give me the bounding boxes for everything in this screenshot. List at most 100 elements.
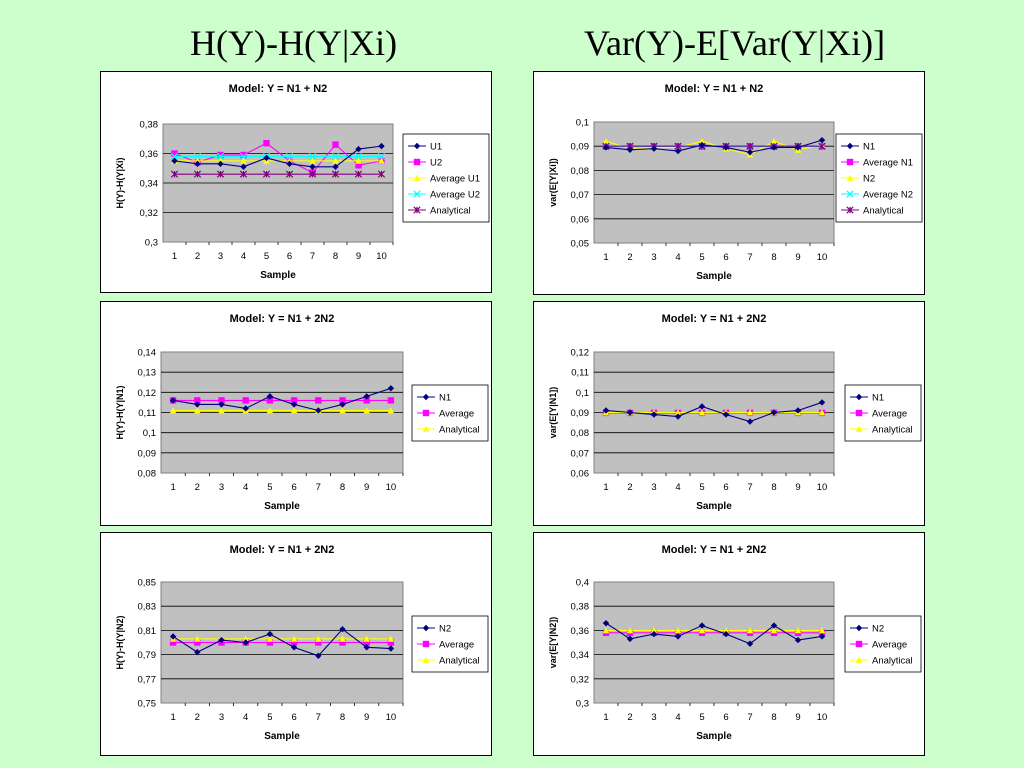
data-point — [266, 397, 274, 404]
y-tick-label: 0,09 — [138, 448, 157, 459]
data-point — [339, 635, 346, 642]
x-tick-label: 2 — [195, 712, 200, 723]
series-analytical — [170, 170, 386, 178]
legend-marker — [846, 142, 854, 150]
x-tick-label: 4 — [675, 712, 680, 723]
data-point — [315, 397, 322, 404]
x-tick-label: 6 — [287, 251, 292, 262]
data-point — [266, 393, 274, 400]
chart-title: Model: Y = N1 + N2 — [665, 83, 764, 95]
y-axis-label: H(Y)-H(Y|Xi) — [115, 157, 125, 208]
heading-variance: Var(Y)-E[Var(Y|Xi)] — [584, 23, 886, 63]
legend-label: Analytical — [872, 425, 913, 436]
legend-label: N2 — [439, 624, 451, 635]
data-point — [315, 635, 322, 642]
series-line — [605, 622, 823, 645]
data-point — [242, 405, 249, 412]
legend-marker — [422, 640, 430, 648]
chart-svg: Model: Y = N1 + 2N2 0,08 0,09 0,1 0,11 0,12 0,… — [115, 313, 489, 512]
y-axis-label: var(E[Y|N2]) — [548, 617, 558, 669]
data-point — [722, 630, 730, 638]
x-tick-label: 2 — [627, 482, 632, 493]
data-point — [770, 627, 778, 634]
data-point — [194, 160, 201, 168]
data-point — [193, 152, 202, 161]
data-point — [650, 411, 658, 418]
x-tick-label: 4 — [675, 482, 680, 493]
data-point — [266, 639, 274, 646]
data-point — [770, 409, 778, 416]
x-axis-label: Sample — [696, 501, 732, 512]
x-tick-label: 7 — [747, 712, 752, 723]
y-tick-label: 0,12 — [138, 388, 157, 399]
data-point — [169, 407, 177, 414]
x-tick-label: 3 — [651, 712, 656, 723]
data-point — [242, 635, 249, 642]
chart-svg: Model: Y = N1 + N2 0,3 0,32 0,34 0,36 0,38 1 2 3… — [115, 83, 490, 281]
data-point — [674, 147, 682, 155]
legend-marker — [422, 624, 430, 632]
data-point — [387, 639, 395, 646]
data-point — [794, 636, 802, 644]
legend-marker — [413, 174, 421, 181]
x-tick-label: 10 — [386, 712, 397, 723]
data-point — [746, 149, 754, 156]
legend-marker — [422, 656, 430, 663]
legend-label: Average U1 — [430, 174, 480, 185]
chart-panel-1: Model: Y = N1 + N2 0,3 0,32 0,34 0,36 0,38 1 2 3… — [100, 71, 492, 293]
x-tick-label: 1 — [172, 251, 177, 262]
data-point — [290, 639, 298, 646]
x-tick-label: 8 — [333, 251, 338, 262]
chart-title: Model: Y = N1 + 2N2 — [230, 544, 335, 556]
y-axis-label: H(Y)-H(Y|N2) — [115, 615, 125, 669]
x-axis-label: Sample — [696, 271, 732, 282]
y-tick-label: 0,4 — [576, 578, 589, 589]
y-tick-label: 0,07 — [571, 448, 590, 459]
legend-marker — [855, 640, 863, 648]
x-tick-label: 6 — [291, 482, 296, 493]
data-point — [794, 627, 802, 634]
legend-label: Average — [439, 640, 474, 651]
y-tick-label: 0,83 — [138, 602, 157, 613]
data-point — [746, 640, 754, 647]
data-point — [770, 144, 778, 151]
data-point — [387, 385, 395, 392]
data-point — [722, 144, 730, 151]
data-point — [309, 157, 316, 164]
x-tick-label: 5 — [264, 251, 269, 262]
data-point — [363, 635, 370, 642]
legend-label: N1 — [872, 393, 884, 404]
data-point — [218, 407, 225, 414]
legend: N1 Average Analytical — [844, 384, 922, 442]
x-tick-label: 9 — [795, 252, 800, 263]
x-tick-label: 6 — [723, 482, 728, 493]
legend-label: Analytical — [872, 656, 913, 667]
x-tick-label: 9 — [364, 712, 369, 723]
x-tick-label: 7 — [316, 712, 321, 723]
data-point — [263, 139, 270, 147]
y-tick-label: 0,75 — [138, 699, 157, 710]
legend-label: Analytical — [863, 206, 904, 217]
x-tick-label: 2 — [627, 252, 632, 263]
data-point — [770, 622, 778, 629]
data-point — [602, 627, 610, 634]
data-point — [290, 397, 298, 404]
data-point — [242, 397, 249, 404]
series-n1 — [169, 385, 395, 414]
data-point — [794, 144, 802, 151]
y-tick-label: 0,1 — [143, 428, 156, 439]
y-tick-label: 0,77 — [138, 674, 157, 685]
y-tick-label: 0,11 — [138, 408, 156, 419]
series-n2 — [602, 619, 826, 647]
x-tick-label: 8 — [771, 252, 776, 263]
x-tick-label: 9 — [795, 712, 800, 723]
data-point — [818, 409, 826, 416]
data-point — [698, 138, 706, 145]
chart-svg: Model: Y = N1 + 2N2 0,06 0,07 0,08 0,09 0,1 0,… — [548, 313, 922, 512]
x-tick-label: 10 — [817, 252, 828, 263]
data-point — [698, 403, 706, 410]
data-point — [354, 170, 363, 178]
plot-area — [593, 121, 835, 244]
data-point — [339, 625, 346, 633]
data-point — [216, 170, 225, 178]
